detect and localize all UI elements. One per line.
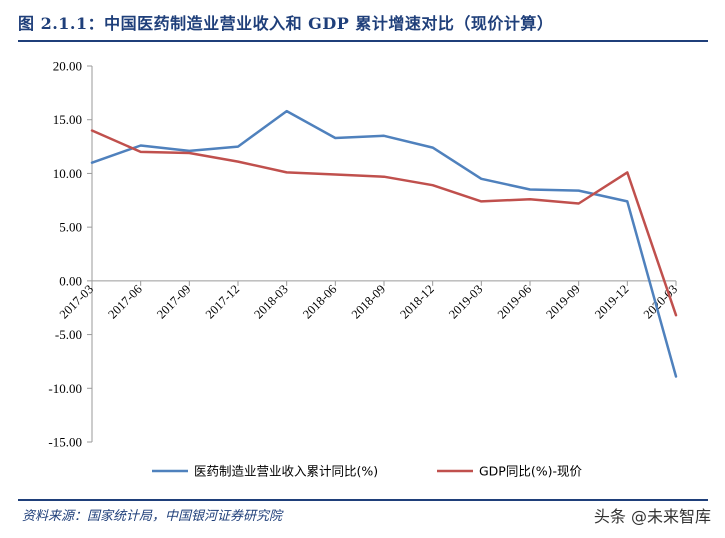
- watermark: 头条 @未来智库: [593, 507, 711, 526]
- x-tick-label: 2018-09: [349, 282, 388, 321]
- series-lines: [90, 109, 678, 378]
- legend-label-1: 医药制造业营业收入累计同比(%): [194, 464, 378, 479]
- y-tick-label: 5.00: [59, 220, 82, 235]
- x-axis-ticks: 2017-03 2017-06 2017-09 2017-12 2018-03 2018-…: [57, 280, 680, 321]
- x-tick-label: 2019-03: [446, 282, 485, 321]
- y-tick-label: -5.00: [55, 327, 82, 342]
- y-axis-ticks: 20.00 15.00 10.00 5.00 0.00 -5.00 -10.00 -15.00: [48, 59, 92, 450]
- source-note: 资料来源：国家统计局，中国银河证券研究院: [22, 509, 283, 524]
- x-tick-label: 2018-06: [300, 282, 339, 321]
- y-tick-label: -15.00: [48, 435, 82, 450]
- y-tick-label: 20.00: [53, 59, 82, 74]
- legend-label-2: GDP同比(%)-现价: [479, 464, 582, 479]
- chart-axes: [91, 66, 676, 442]
- chart-legend: 医药制造业营业收入累计同比(%) GDP同比(%)-现价: [152, 464, 582, 479]
- x-tick-label: 2017-06: [105, 282, 144, 321]
- x-tick-label: 2018-12: [397, 282, 436, 321]
- y-tick-label: 0.00: [59, 273, 82, 288]
- x-tick-label: 2017-09: [154, 282, 193, 321]
- y-tick-label: 10.00: [53, 166, 82, 181]
- series-line-1: [90, 109, 678, 378]
- y-tick-label: 15.00: [53, 112, 82, 127]
- x-tick-label: 2019-09: [543, 282, 582, 321]
- x-tick-label: 2019-12: [592, 282, 631, 321]
- y-tick-label: -10.00: [48, 381, 82, 396]
- footer-divider: [18, 499, 708, 501]
- x-tick-label: 2019-06: [495, 282, 534, 321]
- figure-title: 图 2.1.1：中国医药制造业营业收入和 GDP 累计增速对比（现价计算）: [18, 14, 554, 33]
- series-line-2: [90, 129, 678, 317]
- x-tick-label: 2020-03: [641, 282, 680, 321]
- x-tick-label: 2017-12: [203, 282, 242, 321]
- title-divider: [18, 40, 708, 42]
- x-tick-label: 2018-03: [251, 282, 290, 321]
